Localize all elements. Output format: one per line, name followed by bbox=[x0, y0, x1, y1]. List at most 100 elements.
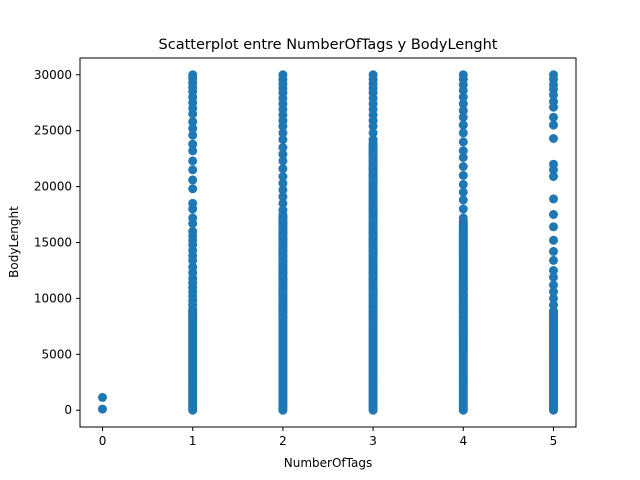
x-tick-label: 1 bbox=[189, 434, 197, 448]
y-tick-label: 5000 bbox=[41, 347, 72, 361]
data-point bbox=[458, 187, 468, 197]
data-point bbox=[278, 178, 288, 188]
data-point bbox=[458, 146, 468, 156]
data-point bbox=[278, 156, 288, 166]
data-point bbox=[549, 165, 558, 175]
y-tick-label: 15000 bbox=[34, 236, 72, 250]
data-point bbox=[549, 353, 558, 363]
x-tick-label: 0 bbox=[99, 434, 107, 448]
data-point bbox=[368, 149, 378, 159]
data-point bbox=[188, 204, 198, 214]
data-point bbox=[278, 135, 288, 145]
data-point bbox=[458, 263, 468, 273]
data-point bbox=[188, 165, 198, 175]
data-point bbox=[549, 235, 558, 245]
data-point bbox=[549, 222, 558, 232]
data-point bbox=[458, 99, 468, 109]
data-point bbox=[549, 90, 558, 100]
data-point bbox=[188, 184, 198, 194]
data-point bbox=[458, 235, 468, 245]
y-axis-label: BodyLenght bbox=[7, 206, 21, 278]
data-point bbox=[368, 135, 378, 145]
data-point bbox=[368, 121, 378, 131]
data-point bbox=[278, 312, 288, 322]
data-point bbox=[458, 137, 468, 147]
plot-frame bbox=[79, 57, 577, 428]
data-point bbox=[368, 312, 378, 322]
data-point bbox=[458, 170, 468, 180]
chart-title: Scatterplot entre NumberOfTags y BodyLen… bbox=[159, 37, 498, 53]
x-tick-label: 3 bbox=[369, 434, 377, 448]
data-point bbox=[368, 128, 378, 138]
data-point bbox=[549, 287, 558, 297]
data-point bbox=[188, 255, 198, 265]
data-point bbox=[278, 121, 288, 131]
data-point bbox=[549, 112, 558, 122]
points-layer bbox=[98, 70, 558, 415]
data-point bbox=[188, 123, 198, 133]
x-tick-label: 2 bbox=[279, 434, 287, 448]
data-point bbox=[188, 117, 198, 127]
data-point bbox=[368, 205, 378, 215]
data-point bbox=[458, 128, 468, 138]
data-point bbox=[549, 194, 558, 204]
data-point bbox=[549, 102, 558, 112]
data-point bbox=[188, 309, 198, 319]
data-point bbox=[458, 257, 468, 266]
data-point bbox=[549, 255, 558, 265]
y-tick-label: 10000 bbox=[34, 291, 72, 305]
data-point bbox=[368, 164, 378, 174]
x-tick-label: 4 bbox=[459, 434, 467, 448]
y-tick-label: 25000 bbox=[34, 124, 72, 138]
data-point bbox=[368, 172, 378, 181]
data-point bbox=[188, 109, 198, 119]
data-point bbox=[458, 120, 468, 130]
data-point bbox=[278, 185, 288, 195]
data-point bbox=[188, 219, 198, 228]
data-point bbox=[549, 246, 558, 256]
data-point bbox=[278, 192, 288, 202]
data-point bbox=[368, 185, 378, 195]
y-tick-label: 30000 bbox=[34, 68, 72, 82]
data-point bbox=[98, 392, 107, 402]
data-point bbox=[188, 139, 198, 149]
data-point bbox=[368, 143, 378, 152]
data-point bbox=[549, 272, 558, 282]
data-point bbox=[368, 192, 378, 202]
data-point bbox=[368, 156, 378, 166]
data-point bbox=[278, 205, 288, 215]
data-point bbox=[278, 149, 288, 159]
data-point bbox=[458, 85, 468, 95]
data-point bbox=[458, 243, 468, 253]
data-point bbox=[278, 164, 288, 174]
data-point bbox=[458, 92, 468, 102]
y-tick-label: 20000 bbox=[34, 180, 72, 194]
data-point bbox=[458, 204, 468, 214]
data-point bbox=[98, 404, 107, 414]
data-point bbox=[549, 172, 558, 181]
data-point bbox=[458, 229, 468, 239]
x-ticks: 0 1 2 3 4 5 bbox=[99, 427, 558, 448]
data-point bbox=[458, 195, 468, 205]
data-point bbox=[458, 162, 468, 171]
data-point bbox=[368, 178, 378, 188]
data-point bbox=[549, 210, 558, 219]
data-point bbox=[188, 175, 198, 185]
data-point bbox=[549, 280, 558, 290]
data-point bbox=[458, 283, 468, 293]
data-point bbox=[368, 198, 378, 208]
data-point bbox=[458, 106, 468, 116]
data-point bbox=[278, 198, 288, 208]
data-point bbox=[458, 250, 468, 260]
data-point bbox=[278, 128, 288, 138]
data-point bbox=[458, 213, 468, 223]
y-ticks: 0 5000 10000 15000 20000 25000 30000 bbox=[34, 68, 80, 417]
x-tick-label: 5 bbox=[550, 434, 558, 448]
data-point bbox=[549, 300, 558, 310]
data-point bbox=[458, 179, 468, 189]
data-point bbox=[458, 277, 468, 287]
data-point bbox=[549, 318, 558, 328]
data-point bbox=[549, 293, 558, 303]
data-point bbox=[458, 340, 468, 350]
data-point bbox=[458, 221, 468, 231]
